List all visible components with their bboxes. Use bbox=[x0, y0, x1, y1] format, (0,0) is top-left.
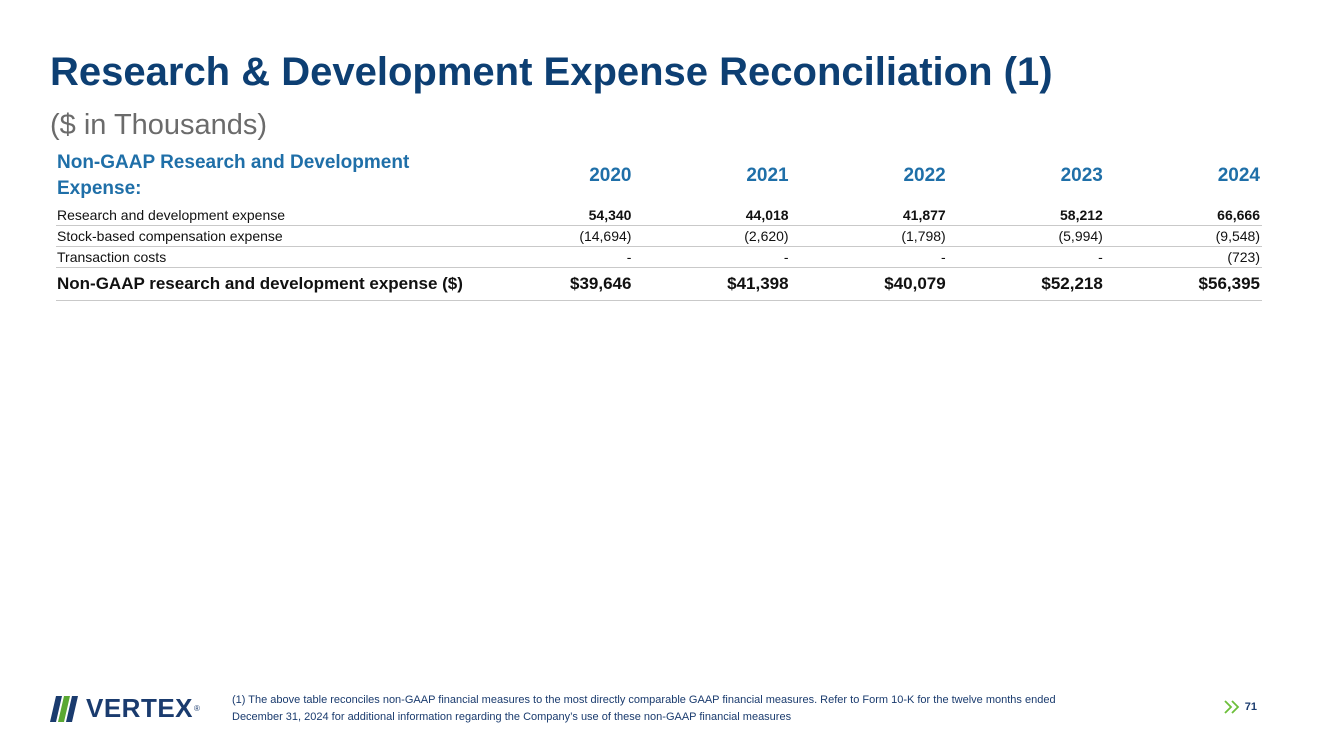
cell-value: $40,079 bbox=[790, 267, 948, 301]
cell-value: (14,694) bbox=[476, 225, 634, 247]
cell-value: 41,877 bbox=[790, 205, 948, 226]
table-header-label: Non-GAAP Research and Development Expens… bbox=[57, 152, 410, 199]
row-label: Transaction costs bbox=[56, 246, 477, 268]
page-title: Research & Development Expense Reconcili… bbox=[50, 50, 1053, 94]
row-label: Stock-based compensation expense bbox=[56, 225, 477, 247]
vertex-logo: VERTEX ® bbox=[48, 692, 200, 724]
cell-value: (723) bbox=[1104, 246, 1262, 268]
double-chevron-right-icon bbox=[1224, 700, 1240, 714]
cell-value: - bbox=[633, 246, 791, 268]
cell-value: - bbox=[790, 246, 948, 268]
cell-value: 66,666 bbox=[1104, 205, 1262, 226]
cell-value: 44,018 bbox=[633, 205, 791, 226]
row-label: Research and development expense bbox=[56, 205, 477, 226]
cell-value: (5,994) bbox=[947, 225, 1105, 247]
row-label: Non-GAAP research and development expens… bbox=[56, 267, 477, 301]
page-subtitle: ($ in Thousands) bbox=[50, 109, 268, 141]
cell-value: $41,398 bbox=[633, 267, 791, 301]
cell-value: - bbox=[476, 246, 634, 268]
cell-value: $39,646 bbox=[476, 267, 634, 301]
cell-value: $52,218 bbox=[947, 267, 1105, 301]
cell-value: (1,798) bbox=[790, 225, 948, 247]
table-row-stock-comp: Stock-based compensation expense (14,694… bbox=[56, 225, 1262, 247]
column-header-year: 2021 bbox=[746, 164, 789, 186]
column-header-year: 2024 bbox=[1217, 164, 1260, 186]
column-header-year: 2023 bbox=[1060, 164, 1103, 186]
cell-value: (9,548) bbox=[1104, 225, 1262, 247]
logo-wordmark: VERTEX bbox=[86, 692, 194, 723]
footnote-line: (1) The above table reconciles non-GAAP … bbox=[232, 694, 1056, 706]
cell-value: - bbox=[947, 246, 1105, 268]
page-number: 71 bbox=[1244, 701, 1257, 713]
logo-registered-mark: ® bbox=[194, 703, 200, 713]
cell-value: (2,620) bbox=[633, 225, 791, 247]
footnote-line: December 31, 2024 for additional informa… bbox=[232, 711, 792, 723]
table-row-rd-expense: Research and development expense 54,340 … bbox=[56, 205, 1262, 226]
column-header-year: 2022 bbox=[903, 164, 946, 186]
cell-value: $56,395 bbox=[1104, 267, 1262, 301]
vertex-logo-mark-icon bbox=[50, 696, 78, 722]
table-row-total: Non-GAAP research and development expens… bbox=[56, 267, 1262, 301]
table-header-row: Non-GAAP Research and Development Expens… bbox=[56, 150, 1262, 205]
footnote: (1) The above table reconciles non-GAAP … bbox=[232, 692, 1192, 726]
column-header-year: 2020 bbox=[589, 164, 632, 186]
cell-value: 58,212 bbox=[947, 205, 1105, 226]
cell-value: 54,340 bbox=[476, 205, 634, 226]
page-indicator: 71 bbox=[1223, 699, 1257, 715]
reconciliation-table: Non-GAAP Research and Development Expens… bbox=[56, 150, 1262, 301]
table-row-transaction-costs: Transaction costs - - - - (723) bbox=[56, 246, 1262, 268]
